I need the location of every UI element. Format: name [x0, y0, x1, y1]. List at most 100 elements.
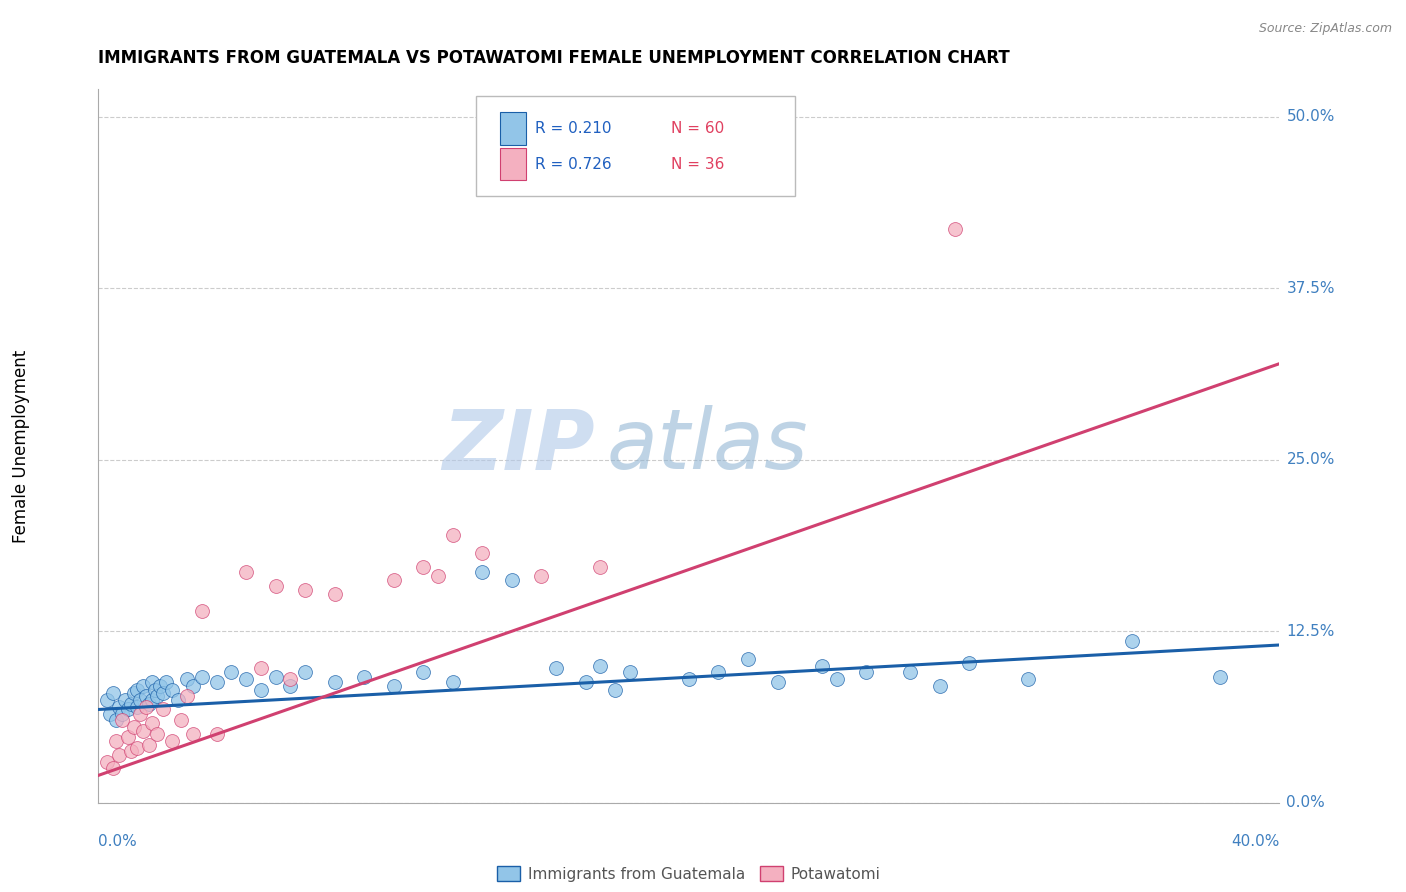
Text: R = 0.726: R = 0.726	[536, 157, 612, 171]
Legend: Immigrants from Guatemala, Potawatomi: Immigrants from Guatemala, Potawatomi	[491, 860, 887, 888]
Point	[766, 675, 789, 690]
Text: N = 36: N = 36	[671, 157, 724, 171]
Text: ZIP: ZIP	[441, 406, 595, 486]
Point	[128, 693, 150, 707]
Point	[111, 706, 134, 721]
Text: 0.0%: 0.0%	[1286, 796, 1326, 810]
Point	[441, 528, 464, 542]
Point	[108, 747, 131, 762]
Point	[294, 665, 316, 680]
Point	[205, 675, 228, 690]
Point	[589, 658, 612, 673]
Point	[441, 675, 464, 690]
Point	[574, 675, 596, 690]
Point	[250, 661, 273, 675]
Point	[191, 669, 214, 683]
Point	[122, 686, 145, 700]
Point	[122, 720, 145, 734]
Point	[149, 679, 172, 693]
Text: 12.5%: 12.5%	[1286, 624, 1334, 639]
Text: Female Unemployment: Female Unemployment	[13, 350, 30, 542]
Point	[323, 675, 346, 690]
Point	[103, 686, 125, 700]
Point	[138, 697, 160, 711]
Point	[278, 673, 302, 687]
Point	[294, 583, 316, 598]
Bar	[501, 112, 526, 145]
Point	[128, 706, 150, 721]
Bar	[501, 148, 526, 180]
Point	[111, 714, 134, 728]
Point	[96, 755, 118, 769]
Point	[132, 679, 155, 693]
FancyBboxPatch shape	[477, 96, 796, 196]
Point	[605, 683, 627, 698]
Point	[501, 574, 523, 588]
Point	[530, 569, 553, 583]
Point	[678, 673, 700, 687]
Point	[323, 587, 346, 601]
Text: 37.5%: 37.5%	[1286, 281, 1334, 295]
Point	[114, 693, 136, 707]
Text: 40.0%: 40.0%	[1232, 834, 1279, 849]
Point	[96, 693, 118, 707]
Point	[900, 665, 922, 680]
Point	[264, 669, 287, 683]
Point	[928, 679, 950, 693]
Point	[155, 675, 177, 690]
Text: 25.0%: 25.0%	[1286, 452, 1334, 467]
Point	[412, 665, 434, 680]
Point	[589, 559, 612, 574]
Point	[427, 569, 450, 583]
Point	[544, 661, 567, 675]
Point	[105, 714, 128, 728]
Point	[125, 683, 148, 698]
Point	[205, 727, 228, 741]
Point	[278, 679, 302, 693]
Point	[191, 604, 214, 618]
Point	[143, 683, 166, 698]
Point	[825, 673, 848, 687]
Point	[353, 669, 375, 683]
Point	[141, 693, 163, 707]
Point	[141, 716, 163, 731]
Point	[176, 689, 198, 703]
Point	[1209, 669, 1232, 683]
Point	[120, 697, 142, 711]
Point	[152, 686, 174, 700]
Point	[138, 738, 160, 752]
Text: 50.0%: 50.0%	[1286, 109, 1334, 124]
Point	[1121, 633, 1143, 648]
Text: Source: ZipAtlas.com: Source: ZipAtlas.com	[1258, 22, 1392, 36]
Point	[235, 673, 257, 687]
Point	[264, 579, 287, 593]
Point	[167, 693, 190, 707]
Point	[1017, 673, 1039, 687]
Point	[141, 675, 163, 690]
Text: N = 60: N = 60	[671, 121, 724, 136]
Point	[471, 566, 494, 580]
Point	[181, 727, 204, 741]
Point	[707, 665, 730, 680]
Point	[98, 706, 121, 721]
Point	[135, 699, 157, 714]
Point	[125, 740, 148, 755]
Point	[471, 546, 494, 560]
Point	[170, 714, 193, 728]
Point	[135, 689, 157, 703]
Point	[219, 665, 242, 680]
Point	[162, 734, 183, 748]
Point	[235, 566, 257, 580]
Point	[120, 744, 142, 758]
Point	[125, 699, 148, 714]
Point	[619, 665, 641, 680]
Point	[382, 679, 405, 693]
Text: R = 0.210: R = 0.210	[536, 121, 612, 136]
Point	[737, 651, 759, 665]
Point	[810, 658, 832, 673]
Point	[117, 730, 139, 744]
Point	[105, 734, 128, 748]
Point	[152, 702, 174, 716]
Point	[108, 699, 131, 714]
Point	[412, 559, 434, 574]
